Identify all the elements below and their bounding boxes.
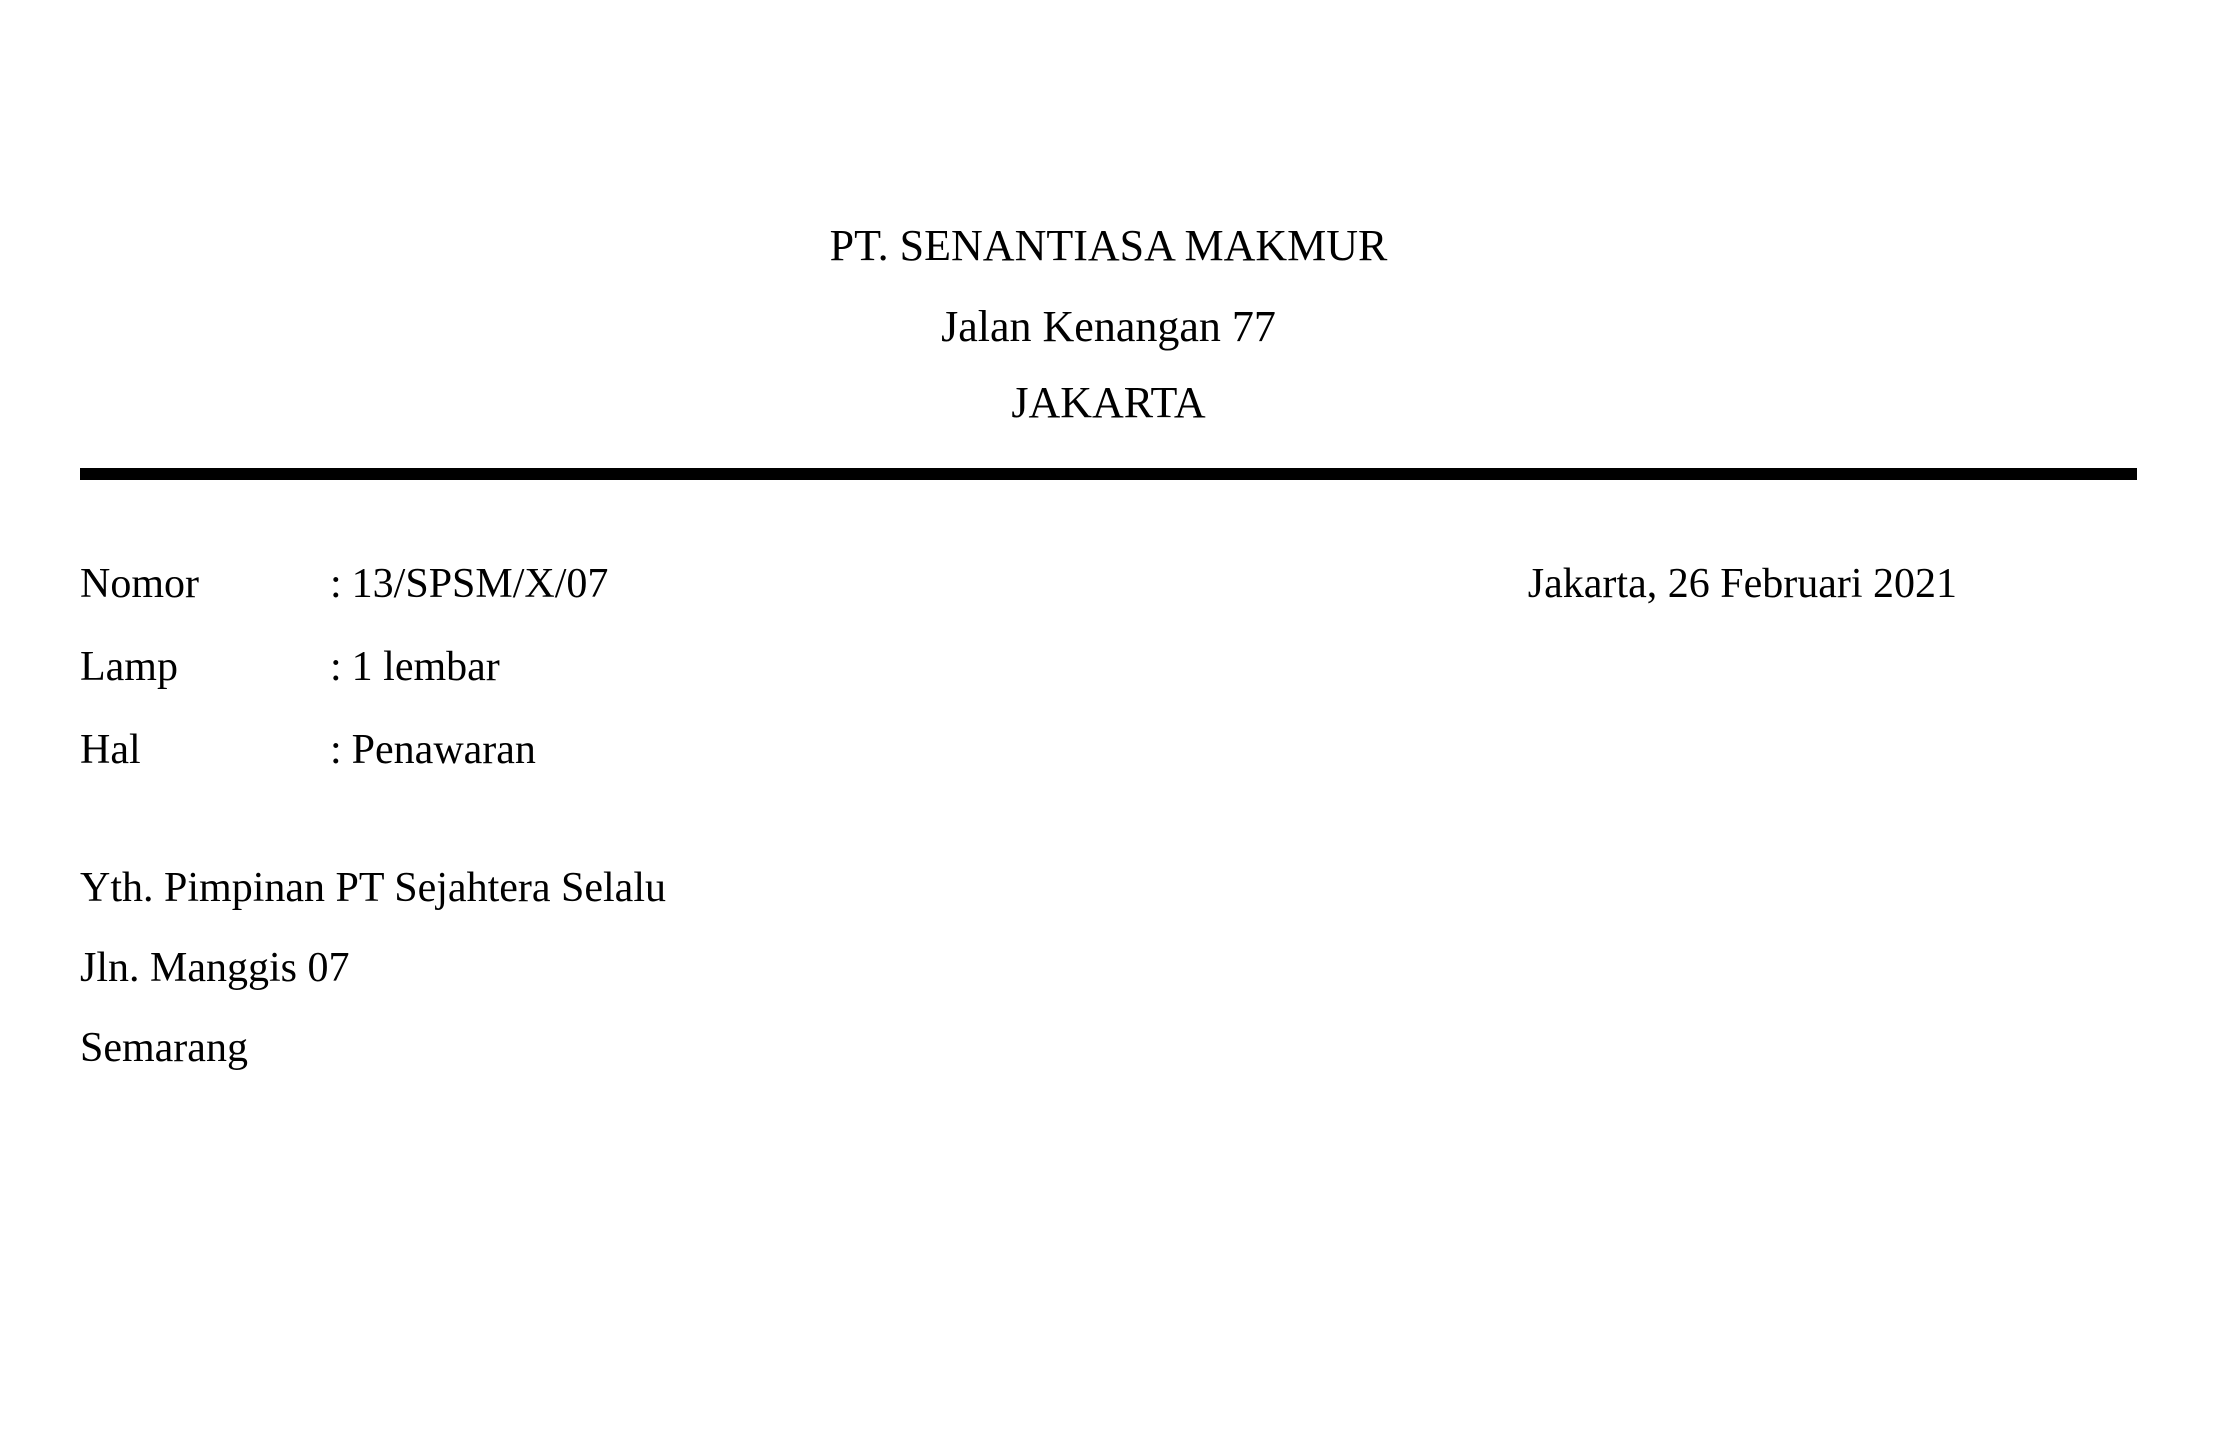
nomor-value: 13/SPSM/X/07 — [352, 560, 609, 608]
meta-row-nomor: Nomor : 13/SPSM/X/07 — [80, 560, 608, 608]
nomor-label: Nomor — [80, 560, 330, 608]
letterhead: PT. SENANTIASA MAKMUR Jalan Kenangan 77 … — [80, 0, 2137, 468]
letter-date: Jakarta, 26 Februari 2021 — [1528, 560, 2137, 608]
meta-row-lamp: Lamp : 1 lembar — [80, 643, 608, 691]
hal-label: Hal — [80, 726, 330, 774]
company-address: Jalan Kenangan 77 — [80, 301, 2137, 352]
recipient-section: Yth. Pimpinan PT Sejahtera Selalu Jln. M… — [80, 864, 2137, 1072]
letterhead-divider — [80, 468, 2137, 480]
recipient-line-1: Yth. Pimpinan PT Sejahtera Selalu — [80, 864, 2137, 912]
colon: : — [330, 643, 342, 691]
lamp-label: Lamp — [80, 643, 330, 691]
meta-section: Nomor : 13/SPSM/X/07 Lamp : 1 lembar Hal… — [80, 560, 2137, 774]
company-name: PT. SENANTIASA MAKMUR — [80, 220, 2137, 271]
meta-row-hal: Hal : Penawaran — [80, 726, 608, 774]
recipient-line-2: Jln. Manggis 07 — [80, 944, 2137, 992]
colon: : — [330, 560, 342, 608]
hal-value: Penawaran — [352, 726, 536, 774]
recipient-line-3: Semarang — [80, 1024, 2137, 1072]
colon: : — [330, 726, 342, 774]
meta-left: Nomor : 13/SPSM/X/07 Lamp : 1 lembar Hal… — [80, 560, 608, 774]
lamp-value: 1 lembar — [352, 643, 500, 691]
company-city: JAKARTA — [80, 377, 2137, 428]
